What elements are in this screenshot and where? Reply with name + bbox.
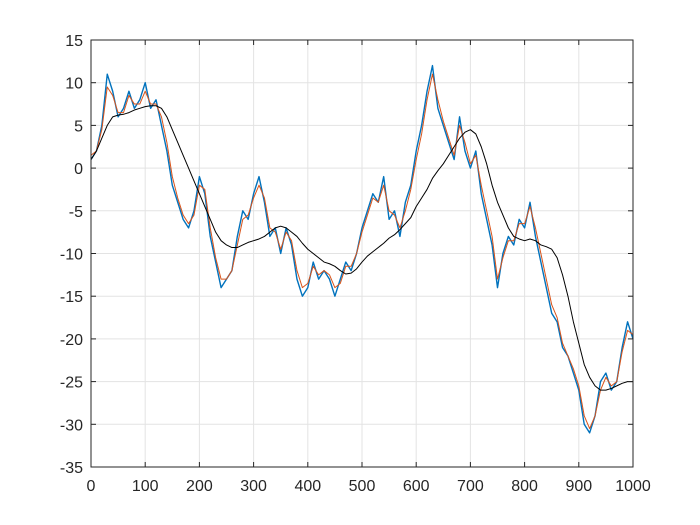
series-group bbox=[90, 64, 634, 434]
x-tick-label: 200 bbox=[186, 478, 213, 495]
y-tick-label: -20 bbox=[60, 332, 83, 349]
series-line-blue bbox=[90, 64, 634, 434]
x-tick-label: 400 bbox=[294, 478, 321, 495]
y-tick-label: -5 bbox=[69, 204, 83, 221]
ticks bbox=[90, 39, 634, 468]
x-tick-label: 900 bbox=[565, 478, 592, 495]
x-tick-label: 1000 bbox=[615, 478, 651, 495]
y-tick-label: -15 bbox=[60, 289, 83, 306]
series-line-black bbox=[90, 105, 633, 391]
y-tick-label: -10 bbox=[60, 247, 83, 264]
y-tick-label: -35 bbox=[60, 460, 83, 477]
y-tick-label: 0 bbox=[74, 161, 83, 178]
y-tick-label: -30 bbox=[60, 417, 83, 434]
x-tick-label: 300 bbox=[240, 478, 267, 495]
x-tick-label: 800 bbox=[511, 478, 538, 495]
x-tick-label: 700 bbox=[457, 478, 484, 495]
y-tick-label: 5 bbox=[74, 118, 83, 135]
y-tick-label: 10 bbox=[65, 76, 83, 93]
y-tick-label: 15 bbox=[65, 33, 83, 50]
y-axis-tick-labels: 15 10 5 0 -5 -10 -15 -20 -25 -30 -35 bbox=[60, 33, 83, 477]
y-tick-label: -25 bbox=[60, 375, 83, 392]
x-tick-label: 100 bbox=[132, 478, 159, 495]
x-axis-tick-labels: 0 100 200 300 400 500 600 700 800 900 1000 bbox=[87, 478, 651, 495]
series-line-red bbox=[90, 73, 634, 430]
grid bbox=[91, 40, 633, 467]
x-tick-label: 0 bbox=[87, 478, 96, 495]
x-tick-label: 600 bbox=[403, 478, 430, 495]
x-tick-label: 500 bbox=[349, 478, 376, 495]
